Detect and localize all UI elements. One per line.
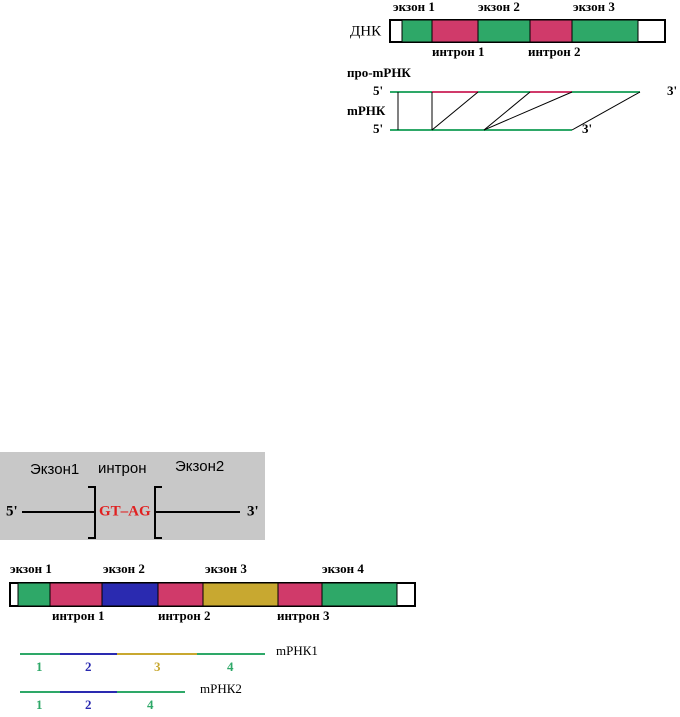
dna-label: ДНК [350,23,382,39]
bracket [88,486,96,539]
intron-label: интрон [98,460,147,477]
exon [401,19,433,43]
exon [321,582,398,607]
end-label: 3' [582,121,592,136]
intron-label: интрон 2 [528,44,581,59]
exon [17,582,51,607]
end-label: 5' [6,503,18,519]
segment-number: 4 [227,659,234,674]
exon-label: экзон 3 [573,0,615,14]
exon-label: Экзон2 [175,458,224,475]
segment-number: 3 [154,659,161,674]
alternative-splicing: экзон 1 экзон 2 экзон 3 экзон 4 интрон 1… [9,561,416,712]
segment-number: 1 [36,697,43,712]
mrna-label: mРНК [347,103,386,118]
intron-label: интрон 3 [277,608,330,623]
segment-number: 2 [85,659,92,674]
intron [431,19,479,43]
pre-mrna-label: про-mРНК [347,65,411,80]
exon-label: экзон 4 [322,561,364,576]
end-label: 3' [667,83,677,98]
exon-label: экзон 1 [10,561,52,576]
connectors [397,91,641,131]
splice-sites: GT–AG [99,503,151,519]
mrna-label: mРНК1 [276,643,318,658]
intron-label: интрон 1 [52,608,105,623]
end-label: 3' [247,503,259,519]
exon-label: Экзон1 [30,461,79,478]
splice-diagram: Экзон1 интрон Экзон2 5' GT–AG 3' [0,452,265,540]
intron [49,582,103,607]
top-diagram: экзон 1 экзон 2 экзон 3 ДНК интрон 1 инт… [347,0,677,136]
end-label: 5' [373,83,383,98]
exon-label: экзон 3 [205,561,247,576]
exon-label: экзон 2 [103,561,145,576]
segment-number: 4 [147,697,154,712]
exon [202,582,279,607]
mrna-label: mРНК2 [200,681,242,696]
exon-label: экзон 1 [393,0,435,14]
exon [101,582,159,607]
exon-label: экзон 2 [478,0,520,14]
exon [477,19,531,43]
panel [0,452,265,540]
intron-label: интрон 1 [432,44,485,59]
segment-number: 1 [36,659,43,674]
intron [529,19,573,43]
intron [157,582,204,607]
intron [277,582,323,607]
end-label: 5' [373,121,383,136]
segment-number: 2 [85,697,92,712]
intron-label: интрон 2 [158,608,211,623]
exon [571,19,639,43]
